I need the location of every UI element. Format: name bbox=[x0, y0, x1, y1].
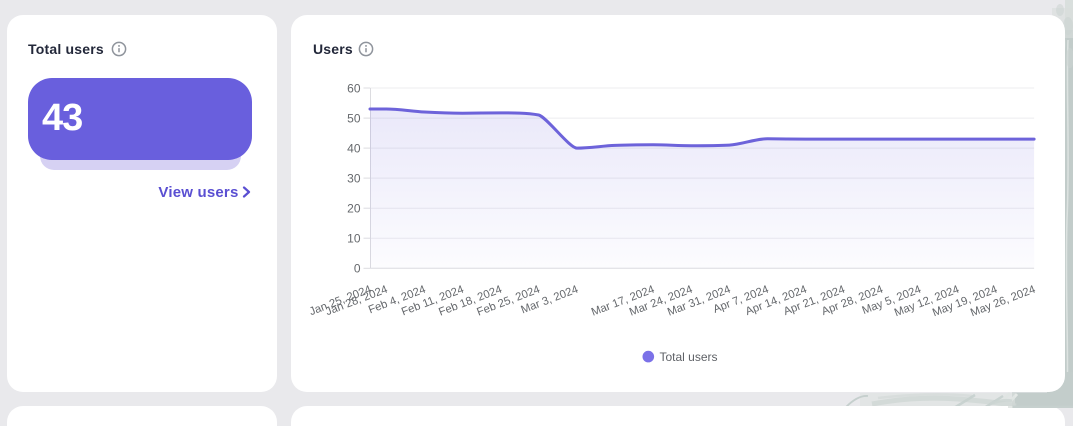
svg-text:40: 40 bbox=[347, 141, 361, 155]
svg-text:60: 60 bbox=[347, 81, 361, 95]
svg-text:Total users: Total users bbox=[660, 350, 718, 364]
svg-text:50: 50 bbox=[347, 111, 361, 125]
svg-text:30: 30 bbox=[347, 171, 361, 185]
svg-text:20: 20 bbox=[347, 202, 361, 216]
svg-text:0: 0 bbox=[354, 262, 361, 276]
svg-text:10: 10 bbox=[347, 232, 361, 246]
